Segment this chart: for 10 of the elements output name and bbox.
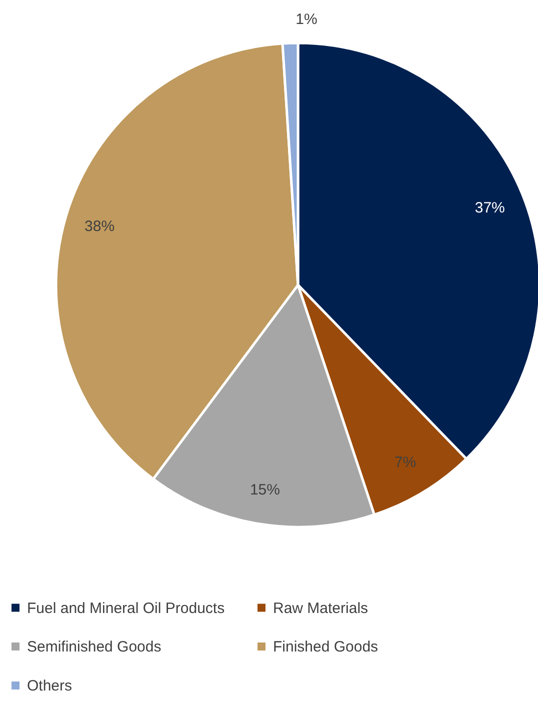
data-label: 37% — [474, 199, 505, 216]
data-label: 15% — [250, 481, 280, 498]
data-label: 1% — [296, 11, 318, 28]
data-label: 7% — [394, 454, 416, 472]
legend-label: Finished Goods — [273, 638, 378, 656]
legend-label: Others — [27, 678, 72, 694]
legend-label: Fuel and Mineral Oil Products — [27, 600, 225, 617]
legend-label: Semifinished Goods — [27, 638, 162, 656]
legend-label: Raw Materials — [273, 600, 368, 617]
data-label: 38% — [84, 218, 115, 236]
